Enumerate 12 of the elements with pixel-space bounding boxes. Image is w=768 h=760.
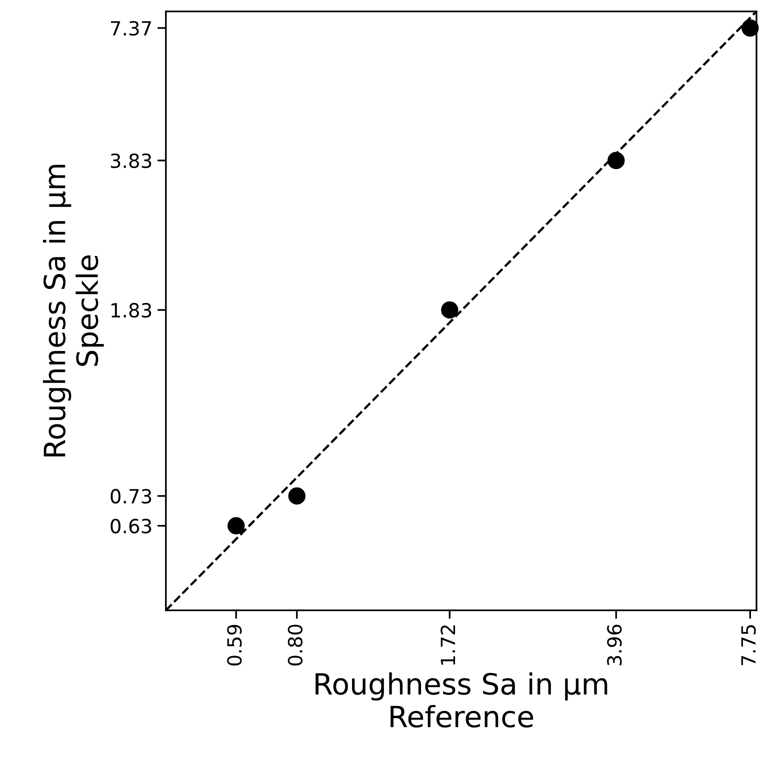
x-tick-label: 1.72 bbox=[440, 625, 456, 665]
y-tick-label: 3.83 bbox=[110, 153, 152, 168]
x-tick-label: 0.59 bbox=[227, 624, 242, 666]
x-tick-label: 3.96 bbox=[607, 624, 622, 666]
y-tick-label: 0.63 bbox=[110, 518, 152, 534]
y-tick-label: 7.37 bbox=[110, 20, 152, 36]
y-axis-title: Roughness Sa in µm Speckle bbox=[42, 164, 104, 456]
x-axis-title: Roughness Sa in µm Reference bbox=[316, 672, 608, 728]
y-tick-label: 1.83 bbox=[112, 302, 152, 318]
y-tick-label: 0.73 bbox=[110, 488, 152, 504]
x-tick-label: 7.75 bbox=[741, 625, 756, 666]
x-tick-label: 0.80 bbox=[288, 624, 303, 666]
